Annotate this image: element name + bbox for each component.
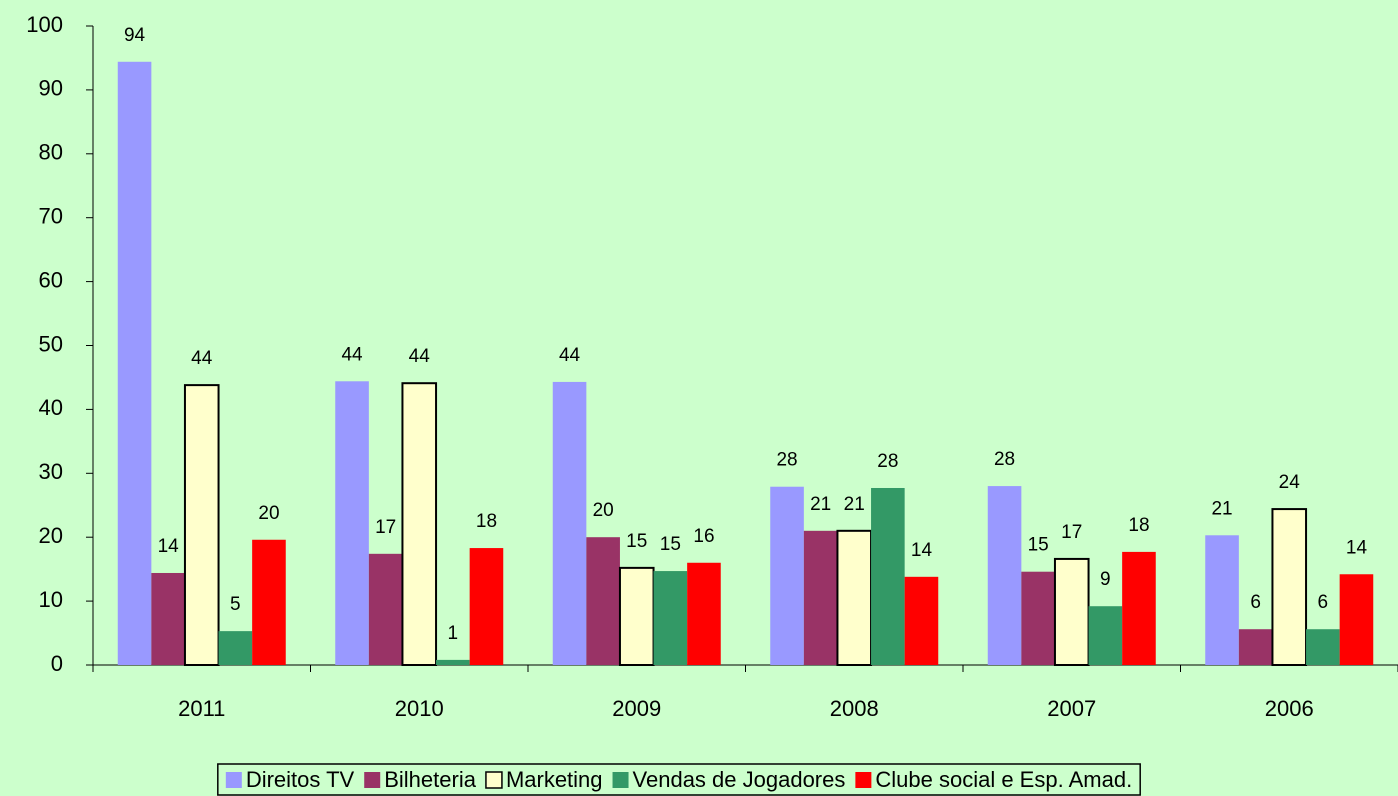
bar (1306, 629, 1340, 665)
bar (401, 382, 438, 666)
bar (218, 631, 253, 665)
value-label: 6 (1318, 592, 1329, 613)
bar (183, 384, 220, 666)
y-tick-label: 20 (39, 523, 63, 548)
value-label: 44 (559, 345, 581, 366)
value-label: 24 (1279, 472, 1301, 493)
bar (368, 553, 403, 665)
x-tick-label: 2006 (1265, 696, 1314, 721)
bar (1053, 557, 1090, 667)
value-label: 44 (341, 344, 363, 365)
value-label: 28 (994, 449, 1015, 470)
legend-swatch (225, 772, 242, 788)
bar (1021, 571, 1055, 665)
bar (803, 530, 838, 665)
bar (1205, 535, 1239, 665)
bar (987, 486, 1022, 665)
value-label: 21 (844, 494, 865, 515)
legend-box (217, 763, 1141, 796)
x-tick-label: 2007 (1047, 696, 1096, 721)
legend-swatch (855, 772, 872, 788)
bar (151, 572, 185, 665)
bar (687, 562, 721, 665)
value-label: 14 (1346, 537, 1368, 558)
legend-swatch (485, 771, 503, 789)
legend-swatch (364, 772, 381, 788)
value-label: 18 (476, 511, 497, 532)
value-label: 15 (626, 531, 647, 552)
y-tick-label: 0 (51, 651, 63, 676)
bar (1271, 508, 1308, 667)
bar (1238, 629, 1273, 665)
legend: Direitos TV Bilheteria Marketing Vendas de … (217, 763, 1141, 796)
value-label: 18 (1128, 515, 1149, 536)
value-label: 9 (1100, 569, 1111, 590)
bar (618, 566, 655, 667)
bar (586, 537, 620, 665)
value-label: 17 (1061, 522, 1082, 543)
value-label: 21 (1211, 498, 1232, 519)
y-tick-label: 90 (39, 76, 63, 101)
bar (552, 381, 587, 665)
bar (469, 548, 504, 665)
y-tick-label: 60 (39, 267, 63, 292)
value-label: 15 (660, 534, 681, 555)
bar (836, 529, 873, 666)
bar (335, 381, 369, 665)
value-label: 14 (911, 540, 933, 561)
value-label: 21 (810, 494, 831, 515)
value-label: 15 (1028, 535, 1049, 556)
value-label: 14 (158, 536, 180, 557)
x-tick-label: 2008 (830, 696, 879, 721)
legend-label: Clube social e Esp. Amad. (875, 767, 1132, 792)
bar (436, 659, 470, 665)
value-label: 5 (230, 594, 241, 615)
y-tick-label: 80 (39, 140, 63, 165)
legend-label: Vendas de Jogadores (633, 767, 846, 792)
value-label: 16 (693, 526, 714, 547)
value-label: 94 (124, 25, 146, 46)
y-tick-label: 70 (39, 204, 63, 229)
bar (1088, 606, 1123, 665)
bar (904, 576, 939, 665)
bar (1122, 551, 1156, 665)
x-tick-label: 2010 (395, 696, 444, 721)
bar (871, 487, 905, 665)
bar (117, 61, 152, 666)
bar (1339, 574, 1374, 665)
bar (770, 486, 804, 665)
value-label: 44 (191, 348, 213, 369)
legend-label: Direitos TV (246, 767, 355, 792)
bar (653, 571, 688, 665)
bar (252, 539, 286, 665)
y-tick-label: 10 (39, 587, 63, 612)
value-label: 17 (375, 517, 396, 538)
x-tick-label: 2009 (612, 696, 661, 721)
value-label: 20 (258, 503, 279, 524)
value-label: 20 (593, 500, 614, 521)
y-tick-label: 40 (39, 395, 63, 420)
legend-swatch (612, 772, 629, 788)
value-label: 28 (776, 450, 797, 471)
y-tick-label: 30 (39, 459, 63, 484)
value-label: 1 (448, 623, 459, 644)
y-tick-label: 100 (26, 12, 63, 37)
value-label: 6 (1250, 592, 1261, 613)
x-tick-label: 2011 (178, 696, 225, 721)
legend-label: Bilheteria (384, 767, 476, 792)
value-label: 28 (877, 451, 898, 472)
value-label: 44 (409, 346, 431, 367)
y-tick-label: 50 (39, 331, 63, 356)
legend-label: Marketing (506, 767, 603, 792)
